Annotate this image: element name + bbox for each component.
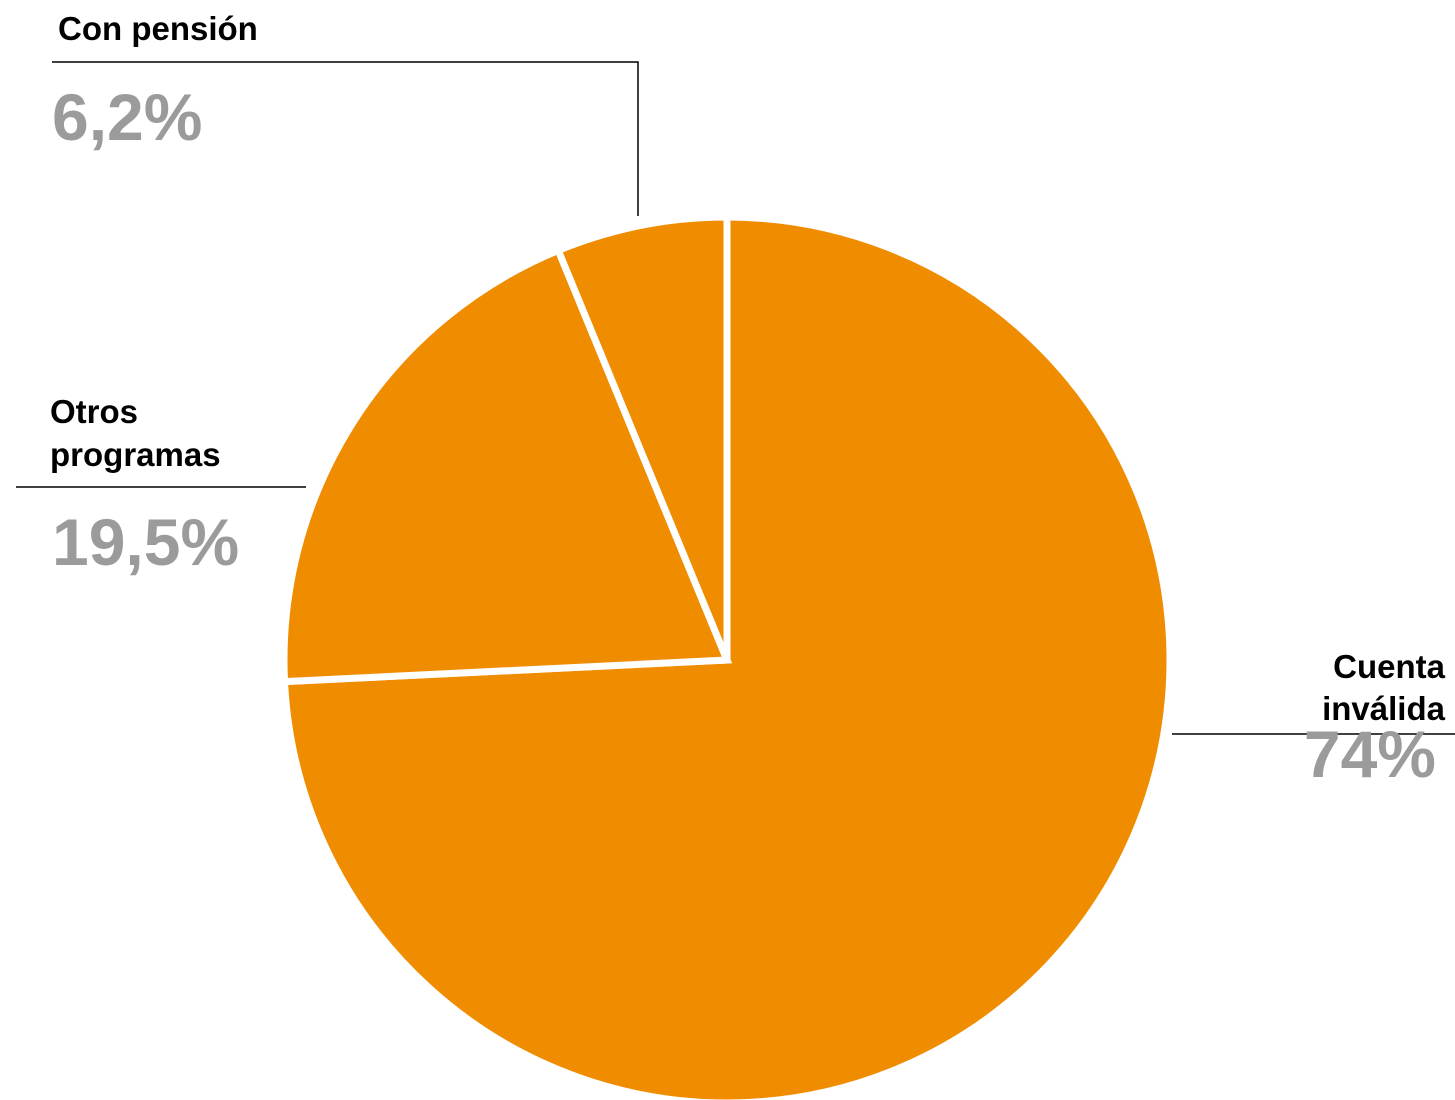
slice-label-cuenta-invalida: Cuenta	[1333, 648, 1445, 685]
label-group-otros-programas: Otros programas 19,5%	[16, 393, 306, 579]
slice-label-otros-programas: Otros	[50, 393, 138, 430]
slice-label-otros-programas-line2: programas	[50, 436, 221, 473]
slice-value-cuenta-invalida: 74%	[1304, 717, 1436, 791]
slice-value-otros-programas: 19,5%	[52, 505, 239, 579]
leader-line-con-pension	[52, 61, 639, 216]
label-group-con-pension: Con pensión 6,2%	[52, 10, 639, 216]
slice-otros-programas	[280, 245, 733, 686]
slice-value-con-pension: 6,2%	[52, 80, 202, 154]
slice-label-cuenta-invalida-line2: inválida	[1322, 690, 1446, 727]
slice-con-pension	[553, 213, 731, 662]
label-group-cuenta-invalida: Cuenta inválida 74%	[1172, 648, 1455, 791]
pie-slices	[280, 213, 1174, 1100]
slice-label-con-pension: Con pensión	[58, 10, 258, 47]
